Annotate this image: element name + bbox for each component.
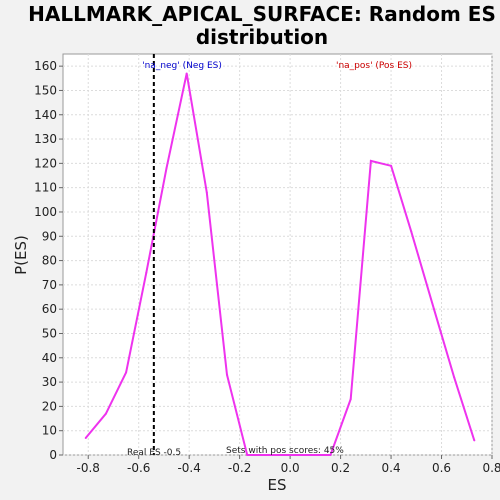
y-tick-label: 60 <box>42 302 57 316</box>
y-tick-label: 110 <box>34 181 57 195</box>
data-point <box>145 271 148 274</box>
data-point <box>104 412 107 415</box>
pos-es-label: 'na_pos' (Pos ES) <box>336 61 412 71</box>
y-axis: 0 10 20 30 40 50 60 70 80 90 100 110 120 130 140 150 160 <box>34 59 63 462</box>
es-distribution-line <box>84 73 476 456</box>
data-points <box>84 72 476 456</box>
data-point <box>369 159 372 162</box>
y-tick-label: 90 <box>42 229 57 243</box>
y-tick-label: 140 <box>34 108 57 122</box>
data-point <box>205 191 208 194</box>
data-point <box>390 164 393 167</box>
x-tick-label: 0.8 <box>482 461 500 475</box>
x-tick-label: 0.0 <box>281 461 300 475</box>
y-tick-label: 20 <box>42 399 57 413</box>
y-tick-label: 70 <box>42 278 57 292</box>
y-axis-label: P(ES) <box>12 235 30 275</box>
data-point <box>125 371 128 374</box>
data-point <box>165 167 168 170</box>
grid <box>63 54 493 456</box>
y-tick-label: 130 <box>34 132 57 146</box>
real-es-label: Real ES -0.5 <box>127 448 181 458</box>
data-point <box>410 230 413 233</box>
pos-scores-label: Sets with pos scores: 45% <box>226 446 344 456</box>
x-tick-label: -0.8 <box>77 461 100 475</box>
chart-title-line-1: HALLMARK_APICAL_SURFACE: Random ES <box>28 2 496 26</box>
y-tick-label: 100 <box>34 205 57 219</box>
y-tick-label: 120 <box>34 156 57 170</box>
plot-area <box>62 53 493 456</box>
y-tick-label: 30 <box>42 375 57 389</box>
data-point <box>226 373 229 376</box>
data-point <box>266 454 269 456</box>
data-point <box>84 436 87 439</box>
x-axis: -0.8 -0.6 -0.4 -0.2 0.0 0.2 0.4 0.6 0.8 <box>77 455 500 475</box>
y-tick-label: 80 <box>42 254 57 268</box>
y-tick-label: 40 <box>42 351 57 365</box>
x-tick-label: -0.4 <box>177 461 200 475</box>
x-tick-label: 0.2 <box>331 461 350 475</box>
data-point <box>329 454 332 456</box>
data-point <box>432 308 435 311</box>
data-point <box>309 454 312 456</box>
y-tick-label: 160 <box>34 59 57 73</box>
y-tick-label: 150 <box>34 83 57 97</box>
x-tick-label: -0.2 <box>228 461 251 475</box>
data-point <box>473 439 476 442</box>
data-point <box>453 376 456 379</box>
y-tick-label: 0 <box>49 448 57 462</box>
x-tick-label: 0.4 <box>382 461 401 475</box>
neg-es-label: 'na_neg' (Neg ES) <box>142 61 222 71</box>
x-tick-label: -0.6 <box>127 461 150 475</box>
x-axis-label: ES <box>268 476 287 494</box>
y-tick-label: 50 <box>42 326 57 340</box>
data-point <box>246 454 249 456</box>
x-tick-label: 0.6 <box>432 461 451 475</box>
data-point <box>349 398 352 401</box>
data-point <box>185 72 188 75</box>
y-tick-label: 10 <box>42 424 57 438</box>
chart-title-line-2: distribution <box>196 25 328 49</box>
data-point <box>289 454 292 456</box>
